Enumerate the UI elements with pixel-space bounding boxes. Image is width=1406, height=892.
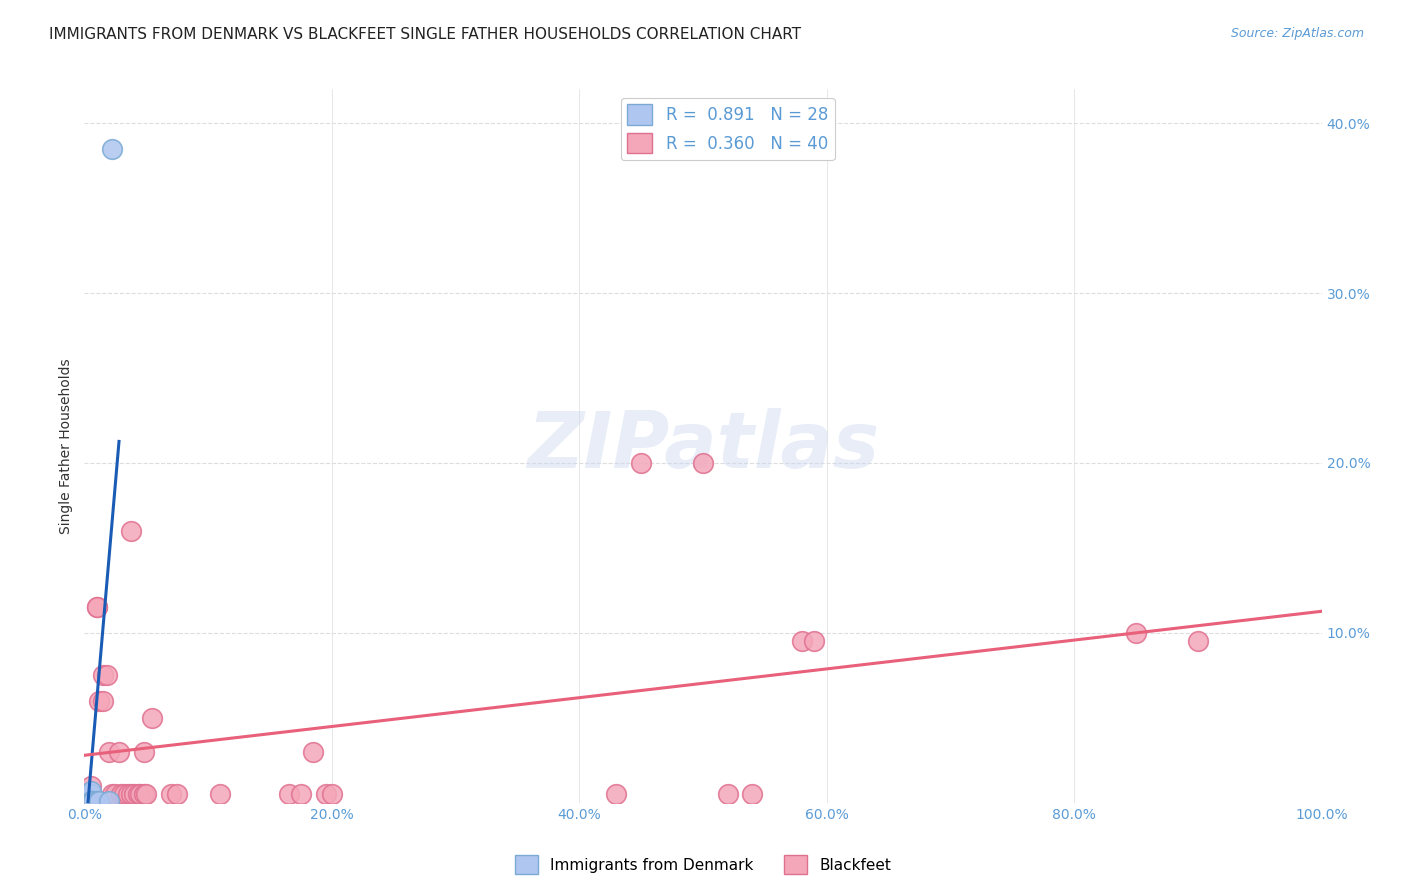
Point <box>80 794 103 808</box>
Point <box>75 794 97 808</box>
Point <box>79 794 101 808</box>
Legend: R =  0.891   N = 28, R =  0.360   N = 40: R = 0.891 N = 28, R = 0.360 N = 40 <box>620 97 835 160</box>
Point <box>76 794 98 808</box>
Point <box>79 794 101 808</box>
Point <box>166 787 188 801</box>
Point <box>790 634 813 648</box>
Point <box>79 787 101 801</box>
Point <box>321 787 343 801</box>
Point <box>91 668 114 682</box>
Point <box>75 794 97 808</box>
Point <box>160 787 183 801</box>
Point <box>141 711 163 725</box>
Point <box>86 600 108 615</box>
Point <box>79 794 101 808</box>
Point <box>86 794 108 808</box>
Point <box>129 787 152 801</box>
Point <box>89 794 111 808</box>
Text: ZIPatlas: ZIPatlas <box>527 408 879 484</box>
Point <box>112 787 135 801</box>
Point <box>98 745 121 759</box>
Point <box>117 787 139 801</box>
Text: Source: ZipAtlas.com: Source: ZipAtlas.com <box>1230 27 1364 40</box>
Point <box>630 456 652 470</box>
Point <box>127 787 149 801</box>
Point <box>108 745 131 759</box>
Point <box>75 794 97 808</box>
Point <box>75 790 97 805</box>
Point <box>82 794 104 808</box>
Point <box>98 794 121 808</box>
Point <box>692 456 714 470</box>
Point <box>120 787 142 801</box>
Point <box>76 789 98 803</box>
Point <box>741 787 763 801</box>
Point <box>76 794 98 808</box>
Point <box>132 745 155 759</box>
Point <box>100 142 122 156</box>
Point <box>100 787 122 801</box>
Point <box>75 792 97 806</box>
Point <box>75 794 97 808</box>
Point <box>717 787 740 801</box>
Point <box>803 634 825 648</box>
Point <box>290 787 312 801</box>
Point <box>122 787 145 801</box>
Point <box>104 787 127 801</box>
Point <box>77 790 100 805</box>
Legend: Immigrants from Denmark, Blackfeet: Immigrants from Denmark, Blackfeet <box>509 849 897 880</box>
Y-axis label: Single Father Households: Single Father Households <box>59 359 73 533</box>
Point <box>77 794 100 808</box>
Point <box>79 784 101 798</box>
Point <box>75 794 97 808</box>
Point <box>75 787 97 801</box>
Point <box>89 694 111 708</box>
Point <box>91 694 114 708</box>
Point <box>120 524 142 538</box>
Point <box>605 787 627 801</box>
Point <box>77 794 100 808</box>
Point <box>315 787 337 801</box>
Point <box>277 787 299 801</box>
Point <box>132 787 155 801</box>
Point <box>79 779 101 793</box>
Point <box>79 787 101 801</box>
Point <box>135 787 157 801</box>
Point <box>1125 626 1147 640</box>
Text: IMMIGRANTS FROM DENMARK VS BLACKFEET SINGLE FATHER HOUSEHOLDS CORRELATION CHART: IMMIGRANTS FROM DENMARK VS BLACKFEET SIN… <box>49 27 801 42</box>
Point <box>209 787 232 801</box>
Point <box>302 745 325 759</box>
Point <box>76 794 98 808</box>
Point <box>110 787 132 801</box>
Point <box>76 792 98 806</box>
Point <box>1187 634 1209 648</box>
Point <box>96 668 118 682</box>
Point <box>86 600 108 615</box>
